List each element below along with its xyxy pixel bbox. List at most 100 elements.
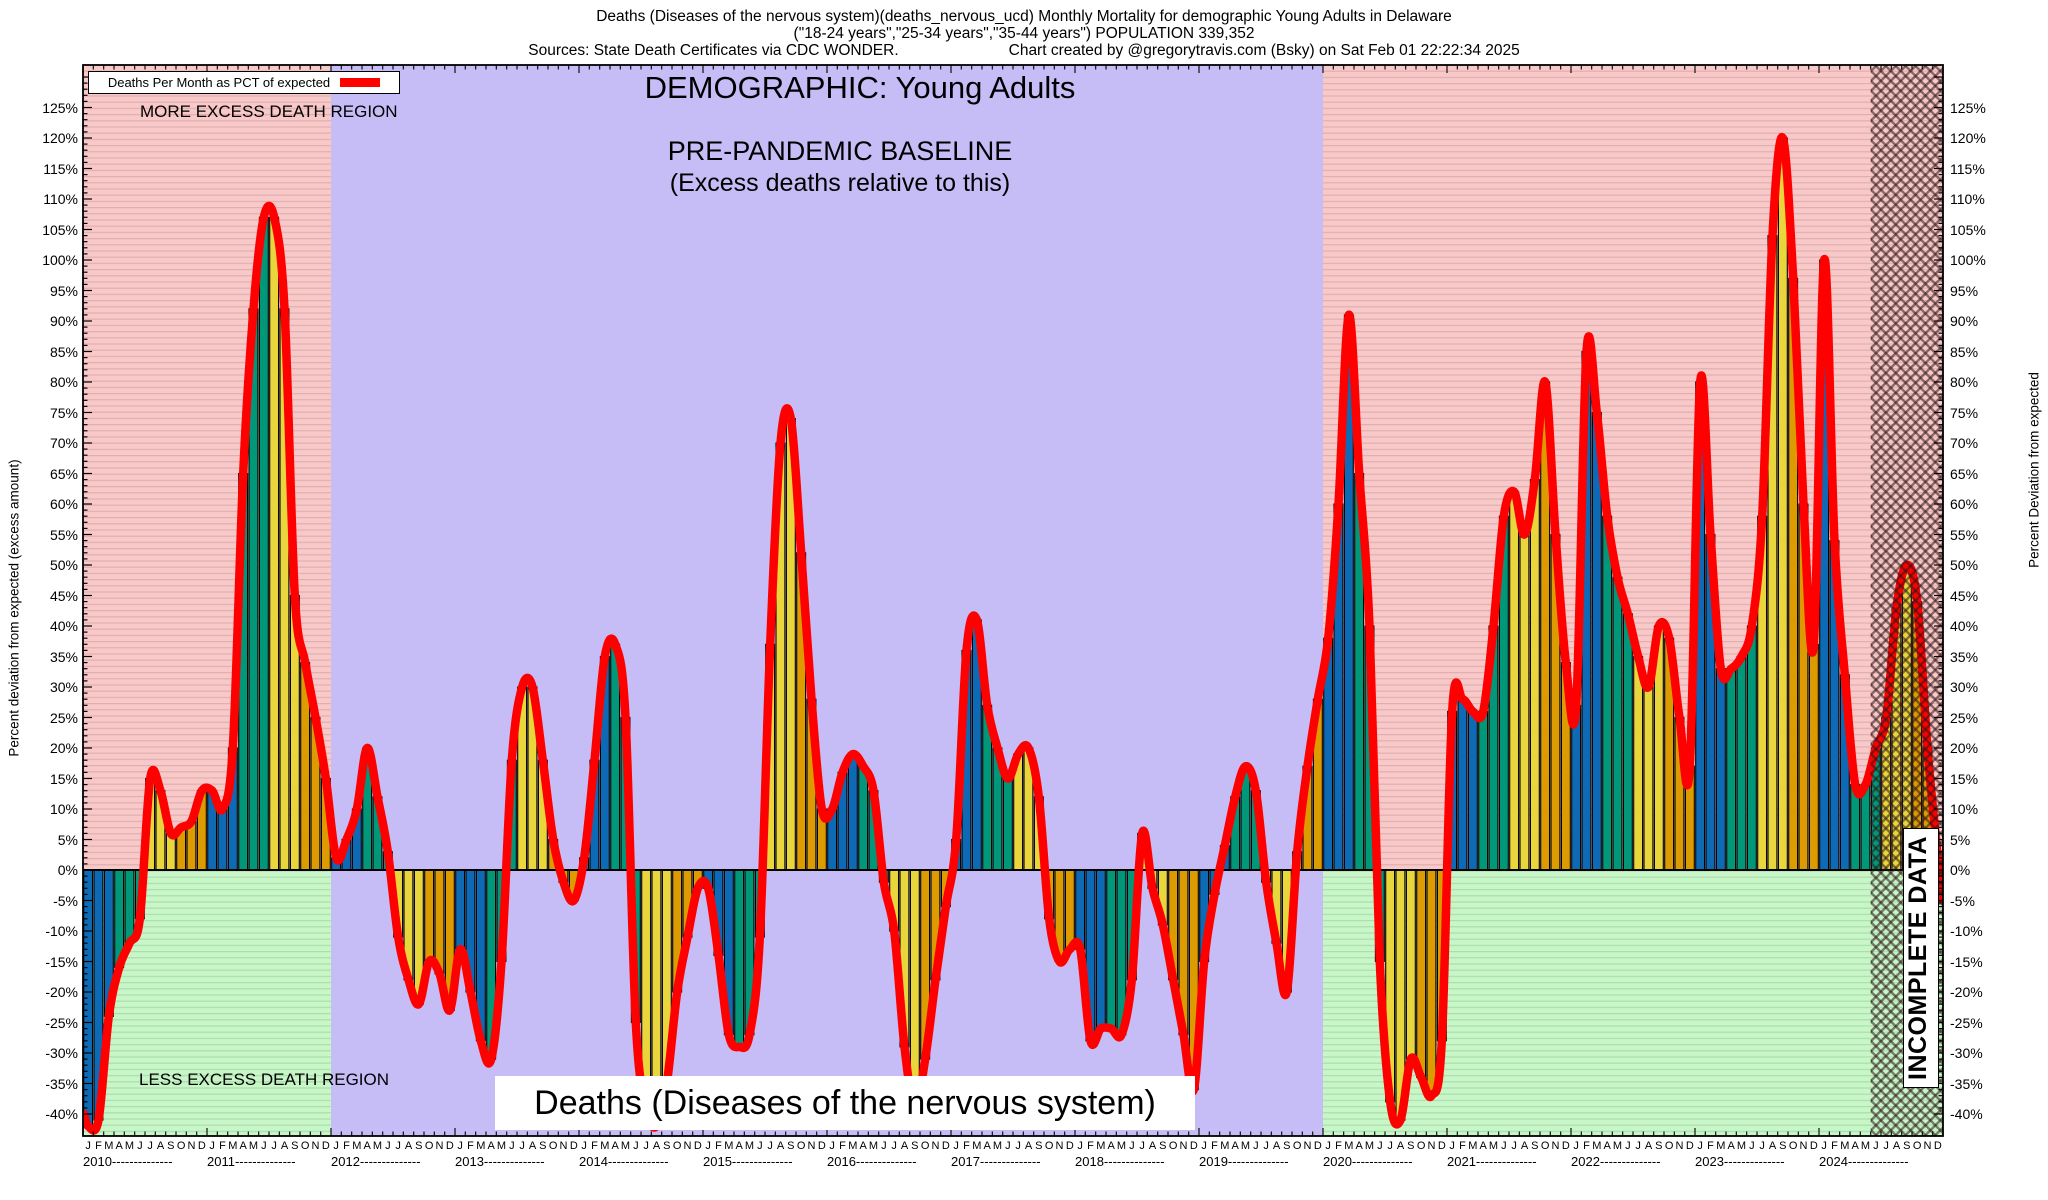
month-letter-label: M — [620, 1140, 631, 1152]
month-letter-label: J — [1573, 1140, 1579, 1152]
month-letter-label: A — [1892, 1140, 1901, 1152]
month-letter-label: M — [848, 1140, 858, 1152]
year-label: 2020-------------- — [1323, 1154, 1413, 1169]
month-letter-label: J — [891, 1140, 897, 1152]
month-letter-label: A — [1520, 1140, 1529, 1152]
month-letter-label: S — [1903, 1140, 1911, 1152]
y-tick-label: 85% — [1950, 344, 1979, 360]
month-letter-label: J — [1821, 1140, 1827, 1152]
bar — [1622, 613, 1633, 871]
month-letter-label: N — [1799, 1140, 1808, 1152]
month-letter-label: M — [744, 1140, 755, 1152]
month-letter-label: D — [1065, 1140, 1074, 1152]
y-tick-label: 35% — [1950, 649, 1979, 665]
y-tick-label: 15% — [1950, 771, 1979, 787]
bar — [1467, 710, 1478, 871]
month-letter-label: S — [663, 1140, 671, 1152]
month-letter-label: D — [1189, 1140, 1198, 1152]
month-letter-label: J — [1511, 1140, 1517, 1152]
bar — [1633, 655, 1644, 871]
month-letter-label: J — [1387, 1140, 1393, 1152]
month-letter-label: D — [817, 1140, 826, 1152]
y-tick-label: -5% — [1950, 893, 1975, 909]
y-tick-label: 70% — [49, 435, 78, 451]
y-tick-label: 70% — [1950, 435, 1979, 451]
month-letter-label: F — [1211, 1140, 1218, 1152]
month-letter-label: J — [581, 1140, 587, 1152]
y-tick-label: 60% — [1950, 496, 1979, 512]
month-letter-label: S — [167, 1140, 175, 1152]
y-tick-label: 90% — [1950, 313, 1979, 329]
month-letter-label: O — [920, 1140, 930, 1152]
month-letter-label: M — [352, 1140, 362, 1152]
y-tick-label: 45% — [49, 588, 78, 604]
month-letter-label: J — [1377, 1140, 1383, 1152]
month-letter-label: J — [757, 1140, 763, 1152]
annotation-baseline-2: (Excess deaths relative to this) — [669, 169, 1011, 197]
bar — [1064, 869, 1075, 950]
incomplete-data-label: INCOMPLETE DATA — [1903, 828, 1939, 1088]
y-tick-label: 80% — [1950, 374, 1979, 390]
y-tick-label: 100% — [42, 252, 78, 268]
month-letter-label: N — [807, 1140, 816, 1152]
month-letter-label: S — [911, 1140, 919, 1152]
month-letter-label: D — [693, 1140, 702, 1152]
title-line-2: ("18-24 years","25-34 years","35-44 year… — [793, 25, 1255, 42]
month-letter-label: M — [248, 1140, 259, 1152]
bar — [1405, 869, 1416, 1060]
y-axis-title-right: Percent Deviation from expected — [2026, 372, 2042, 568]
month-letter-label: N — [1179, 1140, 1188, 1152]
year-label: 2013-------------- — [455, 1154, 545, 1169]
y-tick-label: 110% — [1950, 191, 1985, 207]
month-letter-label: J — [1501, 1140, 1507, 1152]
month-letter-label: S — [415, 1140, 423, 1152]
y-tick-label: 115% — [1950, 161, 1985, 177]
y-tick-label: 65% — [1950, 466, 1979, 482]
month-letter-label: J — [509, 1140, 515, 1152]
month-letter-label: A — [1396, 1140, 1405, 1152]
bar — [1777, 137, 1788, 871]
annotation-less-excess-region: LESS EXCESS DEATH REGION — [139, 1070, 390, 1089]
year-label: 2011-------------- — [207, 1154, 296, 1169]
month-letter-label: A — [1272, 1140, 1281, 1152]
year-label: 2024-------------- — [1819, 1154, 1909, 1169]
month-letter-label: J — [1253, 1140, 1259, 1152]
month-letter-label: S — [1283, 1140, 1291, 1152]
month-letter-label: F — [839, 1140, 846, 1152]
y-tick-label: 40% — [1950, 618, 1979, 634]
less-excess-band — [83, 870, 331, 1136]
month-letter-label: D — [197, 1140, 206, 1152]
month-letter-label: O — [176, 1140, 186, 1152]
month-letter-label: A — [1851, 1140, 1859, 1152]
y-axis-title-left: Percent deviation from expected (excess … — [6, 459, 22, 757]
month-letter-label: M — [1344, 1140, 1354, 1152]
month-letter-label: A — [528, 1140, 537, 1152]
month-letter-label: O — [1788, 1140, 1798, 1152]
month-letter-label: F — [343, 1140, 350, 1152]
month-letter-label: J — [209, 1140, 215, 1152]
y-tick-label: 30% — [49, 679, 78, 695]
month-letter-label: O — [1664, 1140, 1674, 1152]
month-letter-label: A — [1768, 1140, 1777, 1152]
y-tick-label: 15% — [49, 771, 78, 787]
y-tick-label: -30% — [45, 1045, 78, 1061]
month-letter-label: S — [1159, 1140, 1167, 1152]
month-letter-label: J — [457, 1140, 463, 1152]
month-letter-label: D — [1685, 1140, 1694, 1152]
month-letter-label: A — [404, 1140, 413, 1152]
month-letter-label: O — [548, 1140, 558, 1152]
month-letter-label: M — [1840, 1140, 1850, 1152]
bar — [1519, 533, 1530, 871]
month-letter-label: O — [1540, 1140, 1550, 1152]
bar — [455, 869, 466, 950]
y-tick-label: 90% — [49, 313, 78, 329]
month-letter-label: M — [228, 1140, 238, 1152]
month-letter-label: A — [859, 1140, 867, 1152]
month-letter-label: F — [1459, 1140, 1466, 1152]
year-label: 2022-------------- — [1571, 1154, 1661, 1169]
month-letter-label: O — [1416, 1140, 1426, 1152]
year-label: 2023-------------- — [1695, 1154, 1785, 1169]
month-letter-label: F — [1831, 1140, 1838, 1152]
month-letter-label: M — [372, 1140, 383, 1152]
